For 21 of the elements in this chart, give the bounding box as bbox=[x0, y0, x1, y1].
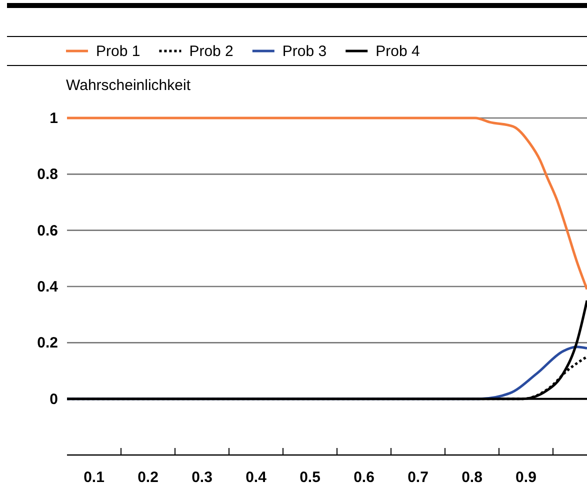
legend-label: Prob 1 bbox=[96, 43, 140, 60]
legend-label: Prob 3 bbox=[282, 43, 327, 60]
x-tick-label: 0.7 bbox=[408, 469, 428, 486]
x-tick-label: 0.4 bbox=[246, 469, 268, 486]
x-tick-label: 0.8 bbox=[462, 469, 482, 486]
x-tick-label: 0.9 bbox=[516, 469, 536, 486]
x-tick-label: 0.6 bbox=[354, 469, 374, 486]
x-tick-label: 0.1 bbox=[84, 469, 104, 486]
y-tick-label: 0.4 bbox=[37, 278, 59, 296]
x-tick-label: 0.2 bbox=[138, 469, 158, 486]
legend-label: Prob 2 bbox=[189, 43, 234, 60]
y-tick-label: 1 bbox=[50, 110, 58, 127]
x-tick-label: 0.5 bbox=[300, 469, 320, 486]
y-tick-label: 0.6 bbox=[37, 222, 58, 240]
y-tick-label: 0 bbox=[50, 390, 58, 408]
line-series bbox=[66, 116, 587, 291]
y-tick-label: 0.2 bbox=[37, 334, 58, 352]
y-tick-label: 0.8 bbox=[37, 166, 58, 184]
x-tick-label: 0.3 bbox=[192, 469, 212, 486]
y-axis-title: Wahrscheinlichkeit bbox=[66, 77, 192, 94]
legend-label: Prob 4 bbox=[376, 43, 420, 60]
